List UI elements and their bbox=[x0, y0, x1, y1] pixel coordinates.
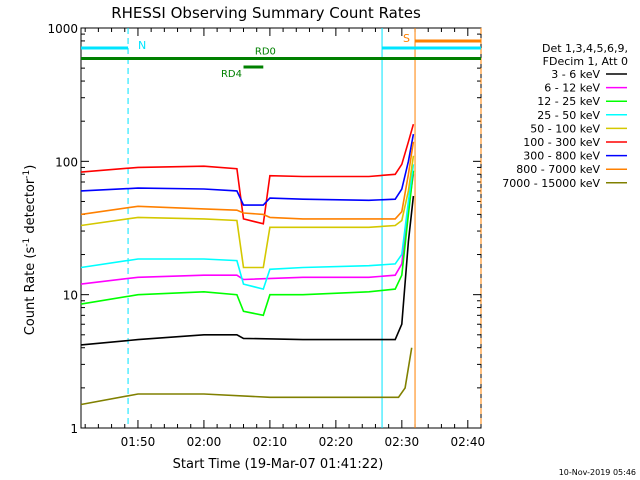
x-tick-label: 02:10 bbox=[253, 435, 288, 449]
state-bar-label: N bbox=[138, 39, 146, 52]
legend-label: 800 - 7000 keV bbox=[516, 163, 600, 176]
legend-label: 6 - 12 keV bbox=[544, 82, 600, 95]
y-tick-label: 1000 bbox=[47, 22, 78, 36]
legend-label: 100 - 300 keV bbox=[523, 136, 600, 149]
series-line bbox=[80, 155, 415, 269]
y-axis-title-sup1: -1 bbox=[22, 238, 32, 247]
chart-title: RHESSI Observing Summary Count Rates bbox=[111, 4, 421, 22]
x-tick-label: 02:20 bbox=[319, 435, 354, 449]
legend-label: 50 - 100 keV bbox=[530, 122, 600, 135]
series-line bbox=[80, 164, 415, 291]
series-line bbox=[80, 347, 413, 406]
y-tick-label: 100 bbox=[55, 155, 78, 169]
legend-header-line-1: Det 1,3,4,5,6,9, bbox=[542, 42, 628, 55]
series-line bbox=[80, 174, 415, 285]
y-axis-title-sup2: -1 bbox=[22, 170, 32, 179]
x-axis-title: Start Time (19-Mar-07 01:41:22) bbox=[173, 457, 384, 472]
decimation-label: RD4 bbox=[221, 69, 242, 80]
x-tick-label: 02:30 bbox=[385, 435, 420, 449]
series-line bbox=[80, 123, 415, 225]
series-line bbox=[80, 170, 415, 317]
x-tick-label: 02:00 bbox=[187, 435, 222, 449]
legend-label: 12 - 25 keV bbox=[537, 95, 600, 108]
data-series bbox=[80, 123, 415, 406]
x-tick-label: 01:50 bbox=[121, 435, 156, 449]
legend: Det 1,3,4,5,6,9, FDecim 1, Att 0 3 - 6 k… bbox=[502, 42, 628, 190]
y-tick-label: 10 bbox=[63, 289, 78, 303]
decimation-label: RD0 bbox=[255, 47, 276, 58]
series-line bbox=[80, 195, 415, 346]
series-line bbox=[80, 133, 415, 206]
y-axis-title: Count Rate (s-1 detector-1) bbox=[22, 165, 38, 336]
x-tick-label: 02:40 bbox=[451, 435, 486, 449]
legend-label: 25 - 50 keV bbox=[537, 109, 600, 122]
legend-label: 3 - 6 keV bbox=[551, 68, 600, 81]
footer-timestamp: 10-Nov-2019 05:46 bbox=[559, 468, 636, 477]
y-tick-label: 1 bbox=[70, 422, 78, 436]
legend-label: 300 - 800 keV bbox=[523, 150, 600, 163]
y-axis-title-mid: detector bbox=[23, 178, 38, 238]
y-axis-title-end: ) bbox=[23, 165, 38, 170]
legend-header-line-2: FDecim 1, Att 0 bbox=[543, 55, 628, 68]
series-line bbox=[80, 141, 415, 220]
axes: 1 10 100 1000 01:50 02:00 02:10 02:20 02:30 02:40 bbox=[47, 22, 485, 449]
y-axis-title-main: Count Rate (s bbox=[23, 247, 38, 336]
annotations: N S RD0 RD4 bbox=[81, 28, 482, 428]
legend-label: 7000 - 15000 keV bbox=[502, 177, 600, 190]
state-bar-label: S bbox=[403, 32, 410, 45]
